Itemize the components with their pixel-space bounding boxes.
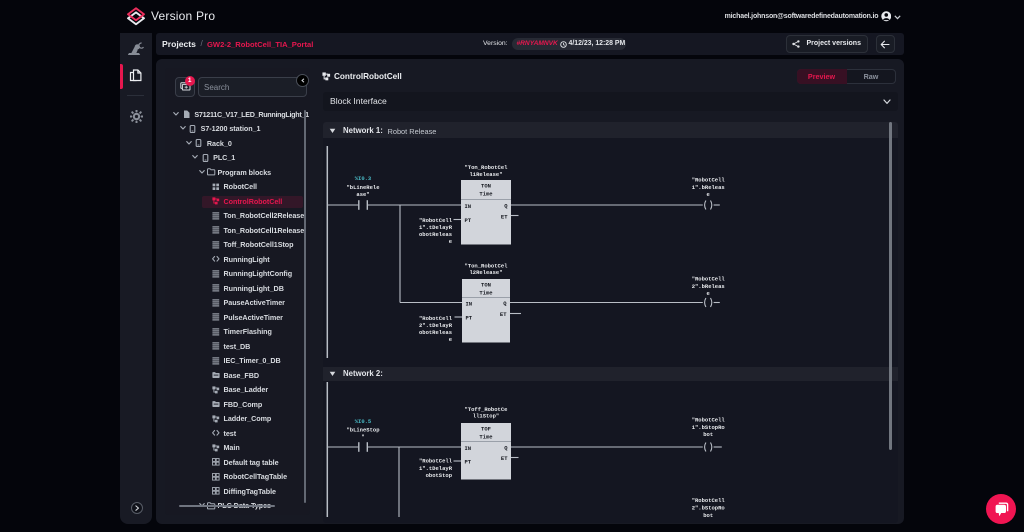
svg-text:PT: PT — [465, 217, 472, 224]
svg-text:Time: Time — [479, 434, 493, 441]
svg-text:PT: PT — [465, 459, 472, 466]
svg-text:"Toff_RobotCe: "Toff_RobotCe — [465, 406, 509, 413]
svg-text:Q: Q — [504, 203, 508, 210]
svg-text:bot: bot — [703, 431, 713, 438]
svg-text:IN: IN — [465, 203, 472, 210]
svg-text:ll1Stop": ll1Stop" — [473, 413, 499, 420]
svg-text:Time: Time — [479, 191, 493, 198]
svg-text:Q: Q — [503, 300, 507, 307]
svg-text:"Ton_RobotCel: "Ton_RobotCel — [465, 164, 509, 171]
svg-text:1".tDelayR: 1".tDelayR — [419, 224, 453, 231]
svg-text:"bLineRele: "bLineRele — [346, 184, 380, 191]
svg-text:"RobotCell: "RobotCell — [419, 315, 453, 322]
svg-text:e: e — [449, 336, 453, 343]
svg-text:"Ton_RobotCel: "Ton_RobotCel — [465, 262, 509, 269]
svg-text:"RobotCell: "RobotCell — [692, 497, 726, 504]
svg-text:"RobotCell: "RobotCell — [419, 217, 453, 224]
svg-text:ase": ase" — [356, 191, 369, 198]
svg-text:2".bReleas: 2".bReleas — [692, 283, 725, 290]
svg-text:bot: bot — [703, 512, 713, 519]
svg-text:obotReleas: obotReleas — [419, 231, 452, 238]
svg-text:ET: ET — [501, 214, 508, 221]
svg-text:e: e — [707, 191, 711, 198]
svg-text:"RobotCell: "RobotCell — [692, 177, 726, 184]
svg-text:"RobotCell: "RobotCell — [692, 417, 726, 424]
svg-text:IN: IN — [466, 300, 473, 307]
svg-text:TON: TON — [481, 281, 491, 288]
svg-text:"RobotCell: "RobotCell — [692, 276, 726, 283]
svg-text:1".tDelayR: 1".tDelayR — [419, 465, 453, 472]
svg-text:e: e — [707, 290, 711, 297]
svg-text:PT: PT — [466, 314, 473, 321]
svg-text:"RobotCell: "RobotCell — [419, 458, 453, 465]
svg-text:2".tDelayR: 2".tDelayR — [419, 322, 453, 329]
svg-text:Time: Time — [479, 289, 493, 296]
svg-text:l1Release": l1Release" — [469, 171, 502, 178]
svg-text:": " — [361, 433, 364, 440]
svg-text:obotStop: obotStop — [426, 472, 453, 479]
svg-text:e: e — [449, 238, 453, 245]
svg-text:1".bReleas: 1".bReleas — [692, 184, 725, 191]
svg-text:%I0.3: %I0.3 — [355, 175, 372, 182]
svg-text:2".bStopRo: 2".bStopRo — [692, 504, 726, 511]
svg-text:obotReleas: obotReleas — [419, 329, 452, 336]
svg-text:1".bStopRo: 1".bStopRo — [692, 424, 726, 431]
svg-text:%I0.5: %I0.5 — [355, 418, 372, 425]
svg-text:TON: TON — [481, 183, 491, 190]
svg-text:ET: ET — [501, 455, 508, 462]
svg-text:Q: Q — [504, 445, 508, 452]
svg-text:l2Release": l2Release" — [469, 269, 502, 276]
svg-text:IN: IN — [465, 445, 472, 452]
svg-text:ET: ET — [500, 311, 507, 318]
svg-text:TOF: TOF — [481, 426, 491, 433]
svg-text:"bLineStop: "bLineStop — [346, 427, 380, 434]
